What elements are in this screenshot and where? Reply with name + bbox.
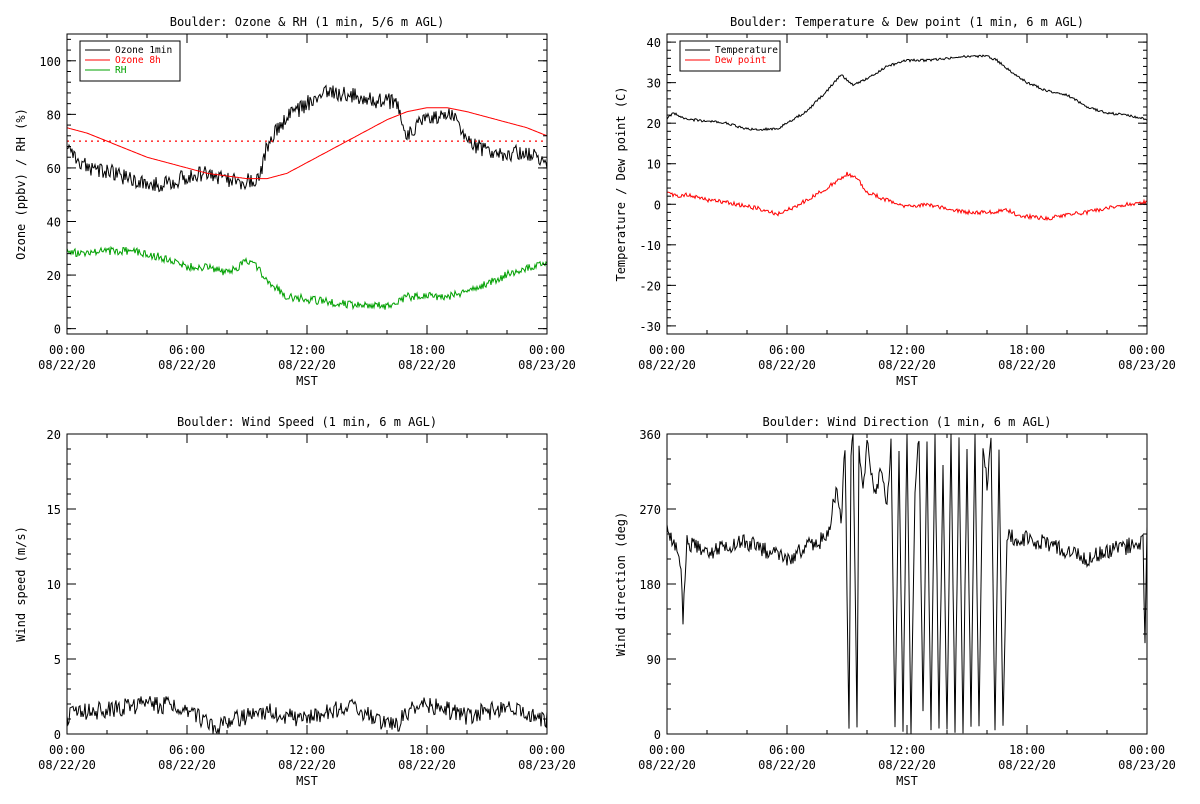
y-tick-label: 360 [639,428,661,442]
x-tick-date-label: 08/22/20 [638,358,696,372]
legend-label: Temperature [715,45,778,56]
y-tick-label: 0 [54,323,61,337]
y-axis-label: Wind direction (deg) [614,512,628,657]
series-line-1 [67,696,547,734]
y-tick-label: 80 [47,108,61,122]
legend-label: RH [115,65,127,76]
x-tick-date-label: 08/22/20 [278,758,336,772]
chart-panel-3: Boulder: Wind Speed (1 min, 6 m AGL) 0 5 10… [14,415,576,788]
x-tick-time-label: 18:00 [1009,343,1045,357]
x-tick-time-label: 06:00 [769,343,805,357]
x-tick-time-label: 12:00 [289,343,325,357]
x-tick-date-label: 08/23/20 [1118,758,1176,772]
series-line-ozone-8h [67,107,547,180]
chart-title: Boulder: Wind Direction (1 min, 6 m AGL) [763,415,1052,429]
x-tick-date-label: 08/22/20 [638,758,696,772]
x-tick-time-label: 00:00 [1129,743,1165,757]
plot-frame [66,433,548,735]
x-tick-date-label: 08/22/20 [38,758,96,772]
x-tick-time-label: 18:00 [1009,743,1045,757]
y-tick-label: 0 [654,728,661,742]
x-tick-time-label: 00:00 [49,743,85,757]
x-tick-date-label: 08/22/20 [758,758,816,772]
x-tick-date-label: 08/23/20 [518,358,576,372]
y-axis-label: Ozone (ppbv) / RH (%) [14,108,28,260]
x-tick-time-label: 18:00 [409,343,445,357]
x-tick-date-label: 08/22/20 [998,758,1056,772]
legend-box [79,40,181,82]
x-tick-date-label: 08/22/20 [878,358,936,372]
legend-label: Ozone 8h [115,55,161,66]
chart-title: Boulder: Wind Speed (1 min, 6 m AGL) [177,415,437,429]
y-tick-label: 10 [647,158,661,172]
x-tick-date-label: 08/23/20 [1118,358,1176,372]
y-tick-label: -10 [639,239,661,253]
x-axis-label: MST [296,374,318,388]
x-tick-date-label: 08/22/20 [398,358,456,372]
y-tick-label: 20 [647,117,661,131]
x-tick-time-label: 12:00 [889,743,925,757]
y-tick-label: 40 [647,36,661,50]
y-tick-label: -20 [639,279,661,293]
x-tick-time-label: 00:00 [529,343,565,357]
y-tick-label: 5 [54,653,61,667]
y-tick-label: 180 [639,578,661,592]
y-tick-label: 30 [647,77,661,91]
y-tick-label: 40 [47,216,61,230]
plot-frame [666,433,1148,735]
x-tick-time-label: 12:00 [889,343,925,357]
x-tick-time-label: 00:00 [649,743,685,757]
series-line-ozone-1min [67,84,547,193]
x-tick-time-label: 00:00 [649,343,685,357]
x-axis-label: MST [896,774,918,788]
y-tick-label: 90 [647,653,661,667]
chart-panel-2: Boulder: Temperature & Dew point (1 min,… [614,15,1176,388]
x-tick-time-label: 00:00 [49,343,85,357]
y-tick-label: 270 [639,503,661,517]
y-tick-label: 100 [39,55,61,69]
chart-panel-1: Boulder: Ozone & RH (1 min, 5/6 m AGL) 0 2… [14,15,576,388]
legend-label: Ozone 1min [115,45,172,56]
x-tick-time-label: 00:00 [529,743,565,757]
x-tick-date-label: 08/22/20 [758,358,816,372]
x-tick-date-label: 08/22/20 [998,358,1056,372]
plot-frame [666,33,1148,335]
y-tick-label: 20 [47,428,61,442]
series-line-1 [667,434,1147,734]
y-tick-label: 60 [47,162,61,176]
x-tick-date-label: 08/22/20 [38,358,96,372]
x-tick-time-label: 06:00 [169,343,205,357]
x-tick-date-label: 08/22/20 [398,758,456,772]
y-tick-label: 0 [654,198,661,212]
series-line-rh [67,245,547,311]
y-axis-label: Temperature / Dew point (C) [614,86,628,281]
y-tick-label: 15 [47,503,61,517]
series-line-dew-point [667,171,1147,222]
y-tick-label: 20 [47,269,61,283]
x-tick-date-label: 08/22/20 [158,758,216,772]
x-tick-time-label: 18:00 [409,743,445,757]
x-tick-time-label: 12:00 [289,743,325,757]
x-axis-label: MST [896,374,918,388]
x-tick-date-label: 08/22/20 [878,758,936,772]
x-tick-time-label: 06:00 [769,743,805,757]
chart-title: Boulder: Ozone & RH (1 min, 5/6 m AGL) [170,15,445,29]
y-tick-label: 10 [47,578,61,592]
x-axis-label: MST [296,774,318,788]
series-line-temperature [667,54,1147,132]
x-tick-time-label: 06:00 [169,743,205,757]
y-axis-label: Wind speed (m/s) [14,526,28,642]
x-tick-date-label: 08/22/20 [158,358,216,372]
x-tick-date-label: 08/22/20 [278,358,336,372]
y-tick-label: 0 [54,728,61,742]
chart-panel-4: Boulder: Wind Direction (1 min, 6 m AGL)… [614,415,1176,788]
legend-label: Dew point [715,55,766,66]
legend-box [679,40,781,72]
y-tick-label: -30 [639,320,661,334]
x-tick-time-label: 00:00 [1129,343,1165,357]
chart-title: Boulder: Temperature & Dew point (1 min,… [730,15,1084,29]
x-tick-date-label: 08/23/20 [518,758,576,772]
